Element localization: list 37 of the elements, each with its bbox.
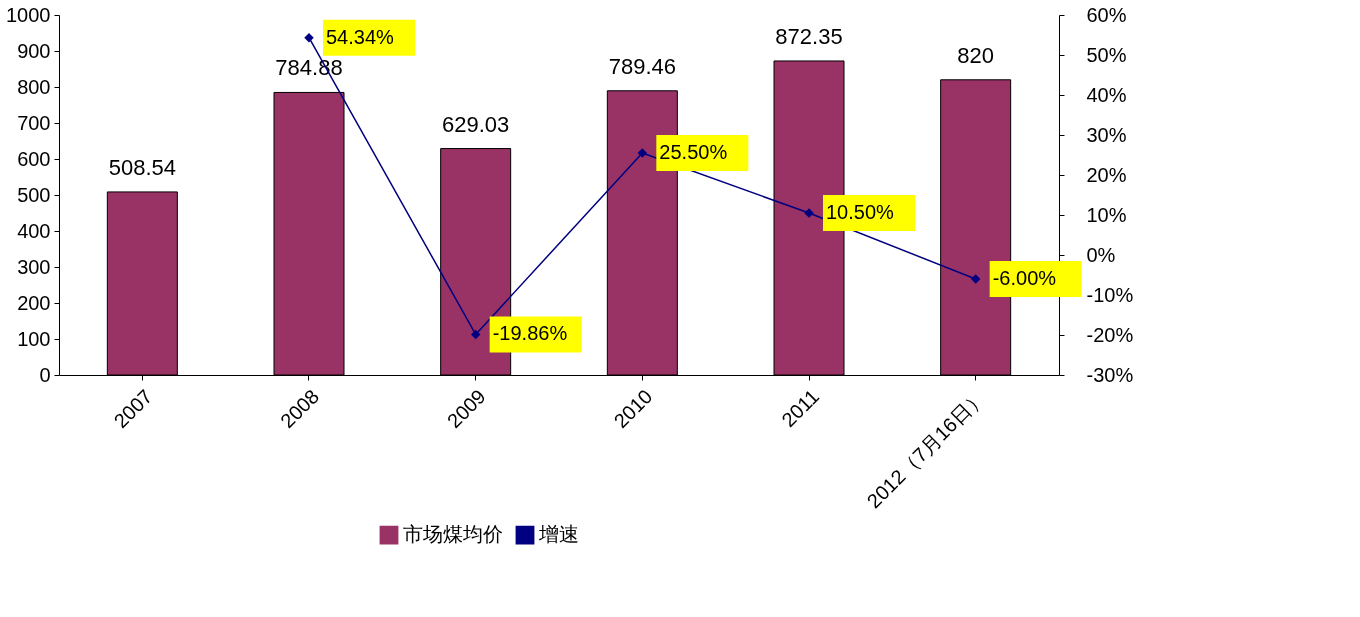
y-tick-label: 200 [17, 291, 51, 314]
data-label: 10.50% [826, 201, 895, 223]
y2-tick-label: -10% [1086, 283, 1134, 306]
data-label: 54.34% [326, 25, 395, 48]
y-tick-label: 0 [39, 363, 51, 386]
y-tick-label: 400 [17, 219, 51, 242]
point [304, 32, 314, 43]
y2-tick-label: 0% [1086, 243, 1116, 266]
legend-label: 市场煤均价 [403, 523, 503, 546]
y2-tick-label: 40% [1086, 83, 1127, 106]
data-label: -19.86% [492, 322, 568, 345]
y-tick-label: 700 [17, 111, 51, 134]
point [637, 148, 648, 158]
data-label: 872.35 [775, 23, 843, 49]
y2-tick-label: 20% [1086, 163, 1127, 186]
y-tick-label: 1000 [6, 3, 51, 26]
y-tick-label: 100 [17, 327, 51, 350]
y-tick-label: 300 [17, 255, 51, 278]
data-label: 25.50% [659, 141, 728, 163]
y2-tick-label: -30% [1086, 363, 1134, 386]
y-tick-label: 600 [17, 147, 51, 170]
data-label: -6.00% [992, 267, 1057, 289]
data-label: 789.46 [608, 53, 676, 79]
data-label: 629.03 [442, 111, 510, 137]
y-tick-label: 800 [17, 75, 51, 98]
y-tick-label: 500 [17, 183, 51, 206]
y2-tick-label: 50% [1086, 43, 1127, 66]
y2-tick-label: 30% [1086, 123, 1127, 146]
point [470, 329, 481, 340]
y2-tick-label: 10% [1086, 203, 1127, 226]
y2-tick-label: 60% [1086, 3, 1127, 26]
data-label: 820 [957, 42, 995, 68]
legend-label: 增速 [538, 523, 579, 546]
y-tick-label: 900 [17, 39, 51, 62]
y2-tick-label: -20% [1086, 323, 1134, 346]
point [970, 274, 981, 284]
data-label: 508.54 [108, 154, 176, 180]
